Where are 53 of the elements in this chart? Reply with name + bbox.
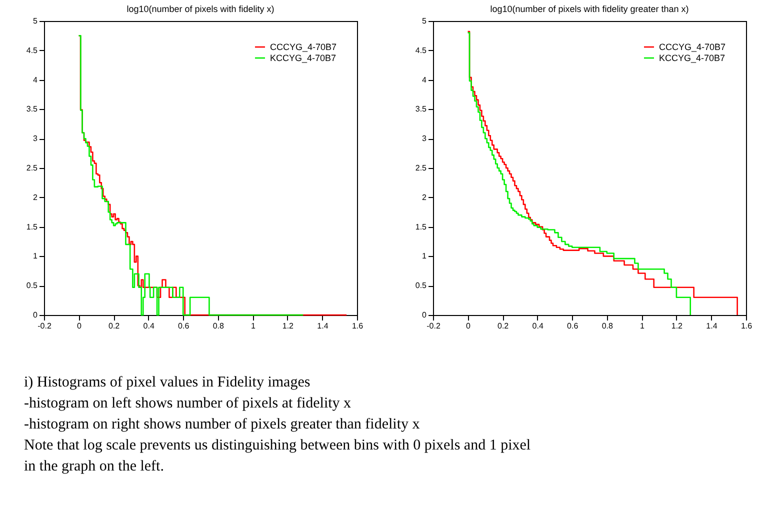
chart-title: log10(number of pixels with fidelity greater than x): [490, 4, 689, 14]
y-tick-label: 2: [33, 192, 38, 202]
y-tick-label: 1: [422, 252, 428, 261]
y-tick-label: 3: [33, 134, 38, 144]
x-tick-label: 0.4: [143, 322, 155, 330]
legend-label: KCCYG_4-70B7: [659, 53, 726, 63]
x-tick-label: 0.8: [602, 322, 614, 330]
y-tick-label: 2.5: [415, 164, 428, 172]
x-tick-label: 1.4: [317, 322, 329, 330]
x-tick-label: 1: [640, 322, 645, 330]
y-tick-label: 5: [33, 16, 38, 26]
x-tick-label: 0.6: [567, 322, 579, 330]
text: -histogram on right shows number of pixels greater than fidelity x: [24, 416, 420, 432]
y-tick-label: 2: [422, 192, 428, 202]
y-tick-label: 1.5: [415, 222, 428, 232]
legend-label: CCCYG_4-70B7: [659, 42, 726, 52]
text: -histogram on left shows number of pixels at fidelity x: [24, 396, 352, 412]
y-tick-label: 4.5: [415, 46, 428, 55]
y-tick-label: 3: [422, 134, 428, 144]
y-tick-label: 5: [422, 16, 428, 26]
x-tick-label: 0: [466, 322, 472, 330]
y-tick-label: 4: [422, 75, 428, 84]
y-tick-label: 4.5: [26, 46, 38, 55]
x-tick-label: -0.2: [426, 322, 441, 330]
text: i) Histograms of pixel values in Fidelity images: [24, 374, 310, 390]
y-tick-label: 2.5: [26, 164, 38, 172]
y-tick-label: 4: [33, 75, 38, 84]
y-tick-label: 0.5: [26, 281, 38, 290]
y-tick-label: 1.5: [26, 222, 38, 232]
x-tick-label: 0.4: [532, 322, 544, 330]
x-tick-label: 1.6: [352, 322, 364, 330]
x-tick-label: 0.8: [212, 322, 224, 330]
y-tick-label: 0: [33, 310, 38, 320]
y-tick-label: 0: [422, 310, 428, 320]
x-tick-label: 1.2: [671, 322, 684, 330]
chart-title: log10(number of pixels with fidelity x): [126, 4, 274, 14]
y-tick-label: 3.5: [415, 104, 428, 114]
text: Note that log scale prevents us distinguishing between bins with 0 pixels and 1 pixel: [24, 438, 531, 454]
legend-label: CCCYG_4-70B7: [270, 42, 337, 52]
x-tick-label: 1.2: [282, 322, 294, 330]
x-tick-label: -0.2: [38, 322, 52, 330]
x-tick-label: 1: [250, 322, 256, 330]
x-tick-label: 0.2: [497, 322, 510, 330]
legend-label: KCCYG_4-70B7: [270, 53, 336, 63]
y-tick-label: 0.5: [415, 281, 428, 290]
text: in the graph on the left.: [24, 458, 164, 474]
x-tick-label: 0: [77, 322, 82, 330]
x-tick-label: 0.2: [108, 322, 120, 330]
x-tick-label: 1.4: [706, 322, 718, 330]
x-tick-label: 1.6: [740, 322, 753, 330]
y-tick-label: 1: [33, 252, 38, 261]
y-tick-label: 3.5: [26, 104, 38, 114]
x-tick-label: 0.6: [178, 322, 190, 330]
